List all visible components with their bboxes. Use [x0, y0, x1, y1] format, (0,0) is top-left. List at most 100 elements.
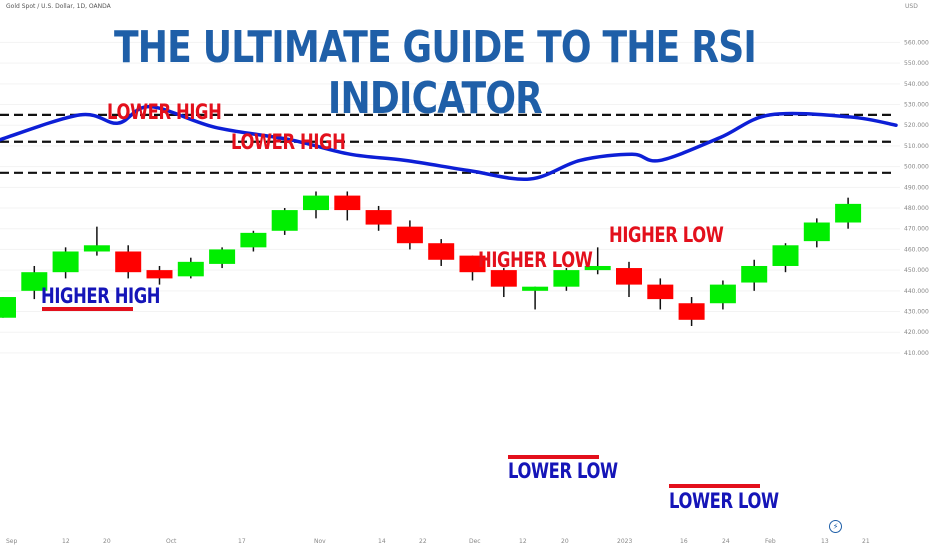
- price-tick-label: 470.000: [904, 226, 929, 233]
- annotation-higher-high: HIGHER HIGH: [41, 284, 161, 308]
- candle: [647, 278, 674, 310]
- candle-body: [21, 272, 48, 291]
- time-tick-label: Dec: [469, 538, 481, 545]
- candle: [177, 257, 204, 279]
- candle: [459, 255, 486, 281]
- page-title: THE ULTIMATE GUIDE TO THE RSI INDICATOR: [114, 22, 757, 124]
- candle: [209, 247, 236, 269]
- candlestick-series: [0, 191, 862, 327]
- candle: [803, 218, 830, 248]
- candle-body: [490, 270, 517, 287]
- candle-body: [616, 268, 642, 285]
- candle-body: [772, 245, 799, 266]
- time-tick-label: 14: [378, 538, 386, 545]
- candle: [616, 261, 642, 298]
- candle: [835, 197, 862, 229]
- annotation-higher-low-2: HIGHER LOW: [609, 223, 724, 247]
- annotation-lower-low-1: LOWER LOW: [508, 459, 618, 483]
- candle-body: [115, 251, 142, 273]
- candle-body: [553, 270, 580, 287]
- time-tick-label: 22: [419, 538, 427, 545]
- currency-label: USD: [905, 3, 918, 10]
- price-tick-label: 500.000: [904, 164, 929, 171]
- price-tick-label: 550.000: [904, 60, 929, 67]
- candle-body: [835, 203, 862, 223]
- price-tick-label: 450.000: [904, 267, 929, 274]
- candle-body: [647, 284, 674, 300]
- price-axis: 560.000 550.000 540.000 530.000 520.000 510.0…: [904, 39, 929, 357]
- candle: [0, 297, 16, 318]
- annotation-higher-low-1: HIGHER LOW: [478, 248, 593, 272]
- time-tick-label: 20: [561, 538, 569, 545]
- time-tick-label: 16: [680, 538, 688, 545]
- time-tick-label: 24: [722, 538, 730, 545]
- annotation-underlines: [42, 307, 760, 488]
- time-tick-label: Sep: [6, 538, 18, 545]
- annotation-lower-high-1: LOWER HIGH: [107, 100, 222, 124]
- candle-body: [396, 226, 423, 244]
- price-tick-label: 510.000: [904, 143, 929, 150]
- candle: [365, 205, 392, 231]
- candle-body: [459, 255, 486, 273]
- candle-body: [177, 261, 204, 277]
- candle: [396, 220, 423, 250]
- candle-body: [303, 195, 329, 211]
- candle-body: [365, 210, 392, 225]
- candle-body: [334, 195, 361, 211]
- candle-body: [209, 249, 236, 264]
- candle-body: [741, 265, 768, 283]
- candle-body: [52, 251, 79, 273]
- candle: [334, 191, 361, 221]
- candle-body: [584, 265, 611, 271]
- candle-body: [803, 222, 830, 242]
- candle: [21, 265, 48, 300]
- higher-high-underline: [42, 307, 133, 311]
- price-tick-label: 460.000: [904, 246, 929, 253]
- candle-body: [522, 286, 549, 291]
- time-tick-label: Nov: [314, 538, 326, 545]
- annotation-lower-high-2: LOWER HIGH: [231, 130, 346, 154]
- candle: [428, 239, 455, 266]
- candle-body: [240, 232, 267, 248]
- candle-body: [0, 297, 16, 318]
- price-tick-label: 420.000: [904, 329, 929, 336]
- candle: [553, 268, 580, 291]
- time-axis: Sep 12 20 Oct 17 Nov 14 22 Dec 12 20 2023 16 24 Feb 13 2…: [6, 538, 870, 545]
- price-tick-label: 530.000: [904, 102, 929, 109]
- candle-body: [271, 210, 298, 231]
- price-tick-label: 490.000: [904, 184, 929, 191]
- candle-body: [146, 270, 173, 279]
- candle: [52, 247, 79, 279]
- price-tick-label: 560.000: [904, 39, 929, 46]
- candle: [303, 191, 329, 219]
- candle-body: [428, 243, 455, 260]
- candle-body: [678, 303, 705, 320]
- candle: [240, 230, 267, 252]
- price-tick-label: 480.000: [904, 205, 929, 212]
- time-tick-label: Feb: [765, 538, 776, 545]
- time-tick-label: 21: [862, 538, 870, 545]
- lower-low-underline-2: [669, 484, 760, 488]
- candle: [709, 280, 736, 310]
- time-tick-label: 13: [821, 538, 829, 545]
- price-tick-label: 520.000: [904, 122, 929, 129]
- candle: [678, 297, 705, 327]
- time-tick-label: 12: [519, 538, 527, 545]
- candle: [522, 286, 549, 310]
- candle-body: [709, 284, 736, 304]
- annotation-lower-low-2: LOWER LOW: [669, 489, 779, 513]
- time-tick-label: 12: [62, 538, 70, 545]
- candle: [271, 208, 298, 235]
- candle: [741, 259, 768, 291]
- candle: [490, 268, 517, 298]
- candle: [146, 265, 173, 285]
- rsi-line: [0, 104, 898, 182]
- price-tick-label: 430.000: [904, 309, 929, 316]
- time-tick-label: 20: [103, 538, 111, 545]
- time-tick-label: 17: [238, 538, 246, 545]
- lightning-icon[interactable]: ⚡︎: [829, 520, 842, 533]
- candle: [83, 226, 110, 256]
- candle-body: [83, 245, 110, 252]
- time-tick-label: Oct: [166, 538, 177, 545]
